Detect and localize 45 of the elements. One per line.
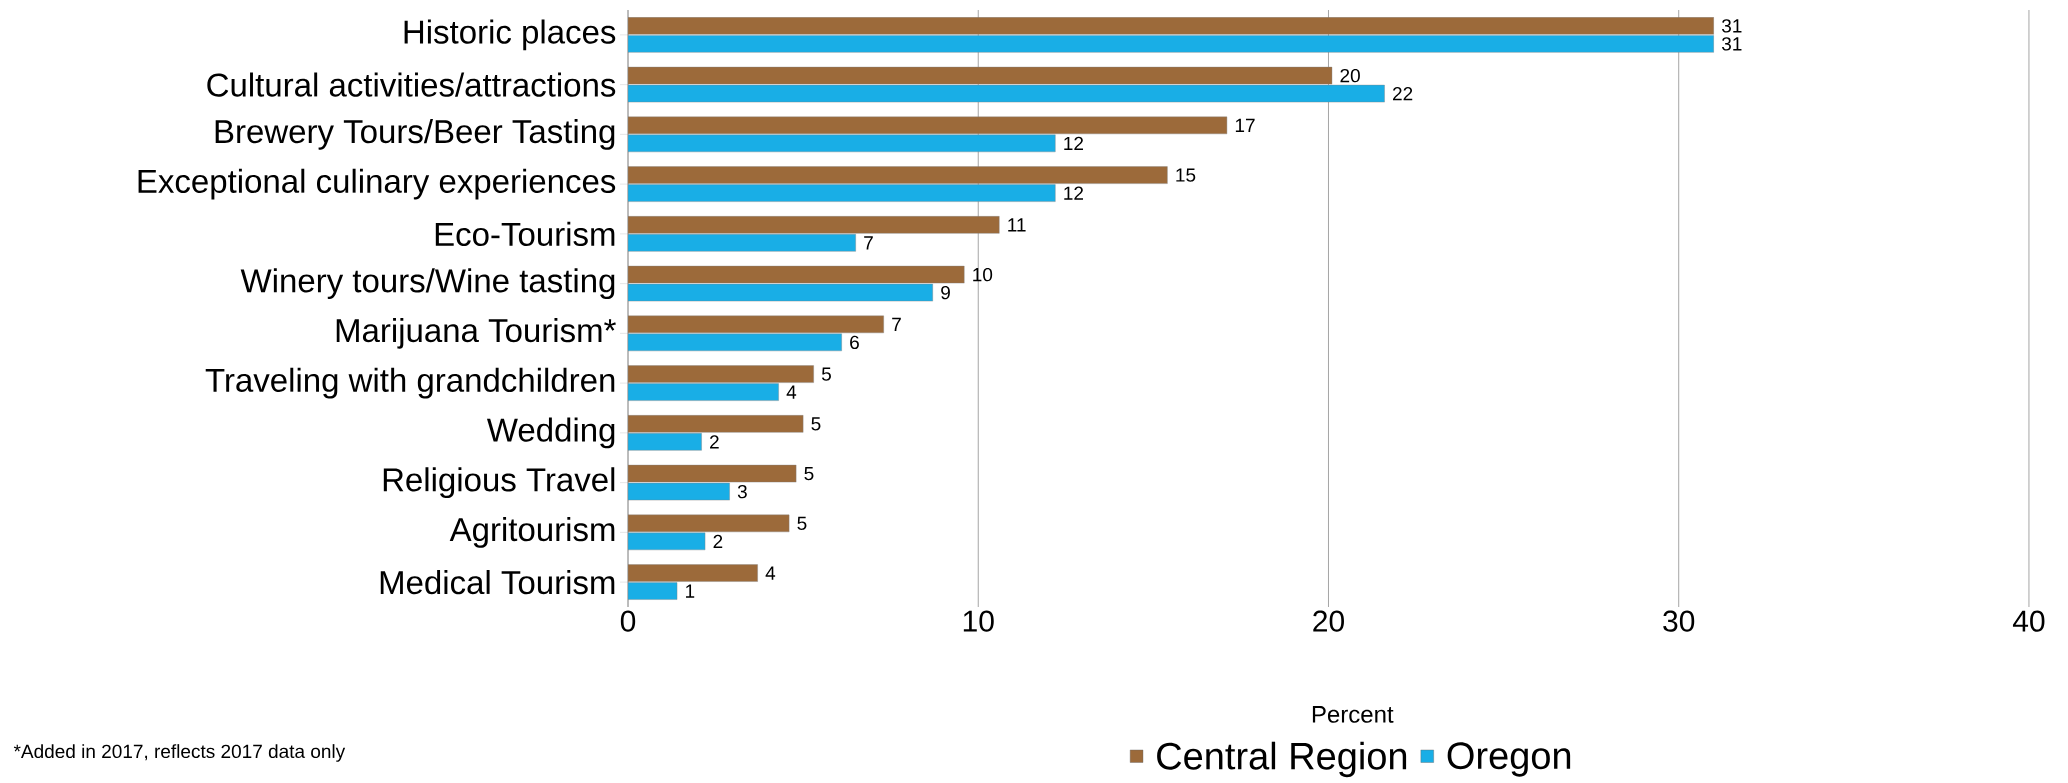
x-tick-label: 40 — [2012, 610, 2045, 632]
data-label: 7 — [892, 317, 901, 331]
data-label: 6 — [850, 335, 859, 350]
y-tick-label: Agritourism — [449, 516, 615, 548]
x-tick-label: 10 — [963, 610, 994, 632]
y-tick-label: Medical Tourism — [380, 570, 615, 595]
y-tick-label: Traveling with grandchildren — [205, 367, 615, 399]
data-label: 5 — [804, 467, 814, 481]
data-label: 10 — [973, 267, 993, 282]
data-label: 17 — [1235, 118, 1255, 132]
legend-label: Central Region — [1157, 741, 1407, 778]
x-tick-label: 30 — [1663, 610, 1695, 632]
y-tick-label: Historic places — [404, 19, 616, 51]
data-label: 9 — [941, 285, 950, 300]
data-label: 31 — [1721, 37, 1742, 51]
data-label: 4 — [786, 385, 797, 399]
legend-label: Oregon — [1447, 742, 1571, 777]
y-tick-label: Wedding — [486, 417, 615, 449]
data-label: 3 — [737, 484, 747, 499]
data-label: 12 — [1064, 136, 1084, 150]
data-label: 20 — [1340, 68, 1360, 83]
data-label: 7 — [864, 236, 873, 250]
data-label: 1 — [686, 584, 695, 598]
x-axis-title: Percent — [1312, 706, 1394, 723]
data-label: 2 — [710, 435, 719, 449]
data-label: 11 — [1008, 218, 1026, 232]
y-tick-label: Exceptional culinary experiences — [138, 168, 616, 200]
data-label: 4 — [765, 566, 776, 580]
data-label: 31 — [1721, 19, 1742, 33]
data-label: 2 — [713, 534, 723, 548]
data-label: 12 — [1064, 186, 1084, 200]
x-tick-label: 20 — [1313, 610, 1344, 632]
y-tick-label: Brewery Tours/Beer Tasting — [215, 118, 615, 150]
data-label: 5 — [811, 417, 821, 431]
y-tick-label: Winery tours/Wine tasting — [240, 268, 615, 300]
y-tick-label: Marijuana Tourism* — [336, 317, 616, 349]
y-tick-label: Religious Travel — [383, 467, 615, 499]
text: *Added in 2017, reflects 2017 data only — [13, 744, 346, 762]
y-tick-label: Eco-Tourism — [435, 221, 615, 246]
data-label: 5 — [821, 367, 831, 381]
data-label: 22 — [1393, 86, 1413, 101]
data-label: 5 — [797, 516, 807, 530]
data-label: 15 — [1176, 168, 1196, 182]
y-tick-label: Cultural activities/attractions — [207, 72, 616, 97]
x-tick-label: 0 — [620, 610, 636, 632]
